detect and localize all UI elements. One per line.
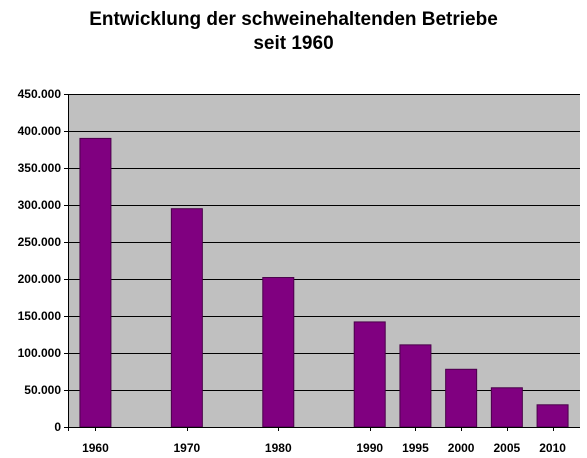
y-tick-label-8: 400.000 bbox=[18, 124, 62, 138]
x-axis-tick-labels: 1960 1970 1980 1990 1995 2000 2005 2010 bbox=[82, 441, 566, 455]
bar-1995 bbox=[399, 344, 432, 428]
bar-1970 bbox=[170, 208, 203, 428]
x-tick-label-1990: 1990 bbox=[356, 441, 383, 455]
plot-area bbox=[68, 94, 580, 427]
axes bbox=[64, 94, 580, 431]
x-tick-label-1980: 1980 bbox=[265, 441, 292, 455]
y-axis-tick-labels: 0 50.000 100.000 150.000 200.000 250.000 300.0… bbox=[18, 87, 62, 434]
bar-2000 bbox=[445, 368, 478, 428]
x-tick-label-1970: 1970 bbox=[174, 441, 201, 455]
bars bbox=[79, 137, 569, 428]
y-tick-label-6: 300.000 bbox=[18, 198, 62, 212]
y-tick-label-3: 150.000 bbox=[18, 309, 62, 323]
y-tick-label-9: 450.000 bbox=[18, 87, 62, 101]
y-tick-label-1: 50.000 bbox=[24, 383, 61, 397]
y-tick-label-5: 250.000 bbox=[18, 235, 62, 249]
x-tick-label-2010: 2010 bbox=[539, 441, 566, 455]
y-tick-label-2: 100.000 bbox=[18, 346, 62, 360]
x-tick-label-1995: 1995 bbox=[402, 441, 429, 455]
y-tick-label-7: 350.000 bbox=[18, 161, 62, 175]
x-tick-label-2000: 2000 bbox=[448, 441, 475, 455]
chart-title-line-1: Entwicklung der schweinehaltenden Betrie… bbox=[89, 9, 498, 30]
x-tick-label-2005: 2005 bbox=[494, 441, 521, 455]
bar-1990 bbox=[353, 321, 386, 428]
x-tick-label-1960: 1960 bbox=[82, 441, 109, 455]
bar-1960 bbox=[79, 137, 112, 428]
chart-title-line-2: seit 1960 bbox=[253, 33, 334, 54]
y-tick-label-0: 0 bbox=[54, 420, 61, 434]
bar-2010 bbox=[536, 404, 569, 428]
y-tick-label-4: 200.000 bbox=[18, 272, 62, 286]
bar-2005 bbox=[490, 387, 523, 428]
chart-title: Entwicklung der schweinehaltenden Betrie… bbox=[0, 8, 587, 56]
bar-1980 bbox=[262, 277, 295, 428]
